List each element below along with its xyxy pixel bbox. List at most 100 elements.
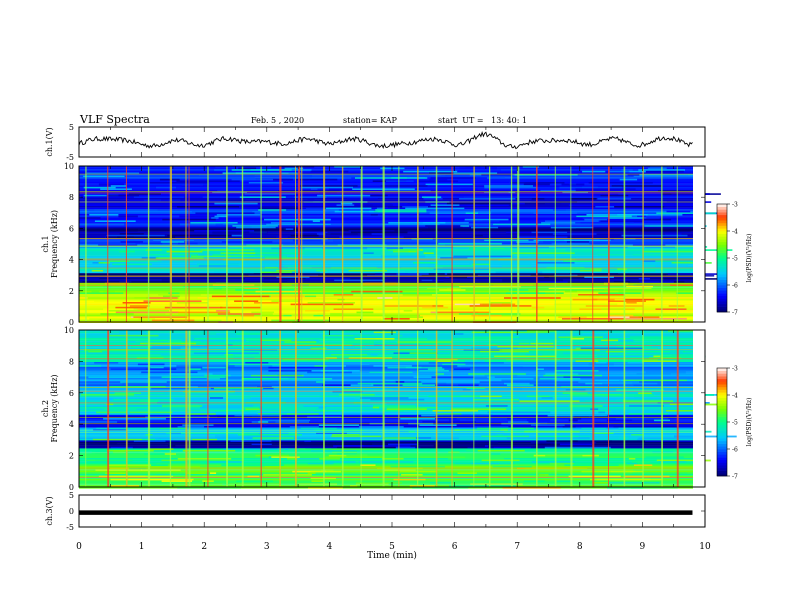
burst — [341, 330, 344, 487]
spectrum-speckle — [484, 186, 538, 189]
spectrum-speckle — [621, 234, 688, 237]
spectrum-speckle — [124, 223, 180, 226]
emission-line — [79, 173, 693, 175]
colorbar-tick-label: -7 — [732, 474, 738, 481]
spectrum-speckle — [385, 180, 414, 183]
spectrum-row — [79, 311, 693, 314]
spectrum-row — [79, 448, 693, 451]
spectrum-speckle — [143, 300, 202, 303]
spectrum-speckle — [544, 333, 583, 335]
spectrum-speckle — [376, 207, 383, 210]
spectrum-speckle — [427, 287, 461, 290]
station-label: station= KAP — [343, 116, 397, 125]
x-tick-label: 1 — [139, 542, 145, 552]
spectrum-speckle — [633, 175, 698, 178]
burst — [85, 166, 87, 322]
spectrum-row — [79, 302, 693, 304]
spectrum-row — [79, 341, 693, 343]
spectrum-speckle — [332, 434, 360, 436]
colorbar-cell — [717, 225, 727, 229]
spectrum-speckle — [582, 217, 609, 219]
spectrum-row — [79, 292, 693, 295]
spectrum-speckle — [523, 480, 545, 483]
spectrum-row — [79, 281, 693, 283]
spectrum-row — [79, 183, 693, 186]
spectrum-speckle — [460, 188, 478, 191]
spectrum-speckle — [408, 250, 417, 253]
spectrum-row — [79, 249, 693, 251]
spectrum-speckle — [399, 470, 437, 473]
spectrum-speckle — [195, 212, 255, 215]
spectrum-speckle — [191, 255, 254, 258]
spectrum-speckle — [456, 418, 508, 420]
spectrum-speckle — [429, 482, 451, 484]
spectrum-speckle — [348, 357, 393, 359]
spectrum-row — [79, 354, 693, 356]
colorbar-cell — [717, 392, 727, 396]
spectrum-speckle — [206, 378, 220, 380]
spectrum-speckle — [671, 355, 706, 358]
spectrum-speckle — [469, 247, 512, 250]
spectrum-speckle — [600, 194, 629, 197]
spectrum-row — [79, 386, 693, 388]
spectrum-speckle — [307, 180, 362, 183]
spectrum-row — [79, 421, 693, 423]
spectrum-speckle — [118, 215, 138, 218]
spectrum-speckle — [609, 440, 646, 443]
spectrum-row — [79, 379, 693, 382]
spectrum-speckle — [343, 341, 374, 343]
spectrum-speckle — [129, 411, 173, 414]
spectrum-speckle — [610, 470, 643, 473]
burst — [608, 166, 610, 322]
spectrum-speckle — [256, 289, 295, 291]
spectrum-speckle — [232, 225, 278, 227]
spectrum-speckle — [358, 461, 414, 463]
spectrum-speckle — [89, 318, 155, 320]
colorbar-cell — [717, 454, 727, 458]
spectrum-speckle — [526, 419, 551, 422]
spectrum-speckle — [558, 336, 603, 339]
spectrum-speckle — [526, 330, 556, 332]
spectrum-speckle — [435, 373, 444, 375]
burst — [417, 166, 419, 322]
y-tick-label: 6 — [69, 224, 74, 233]
spectrum-speckle — [418, 180, 459, 183]
spectrum-speckle — [374, 273, 408, 275]
spectrum-speckle — [565, 249, 572, 251]
spectrum-speckle — [275, 378, 333, 380]
spectrum-row — [79, 373, 693, 375]
spectrum-speckle — [644, 225, 707, 227]
spectrum-speckle — [579, 270, 602, 272]
spectrum-speckle — [246, 244, 283, 247]
burst — [451, 166, 453, 322]
spectrum-speckle — [539, 289, 605, 291]
spectrum-row — [79, 418, 693, 420]
spectrum-speckle — [382, 190, 431, 192]
spectrum-speckle — [538, 474, 545, 476]
spectrum-speckle — [161, 376, 226, 379]
spectrum-speckle — [506, 384, 534, 387]
spectrum-speckle — [584, 398, 607, 401]
spectrum-speckle — [496, 434, 503, 436]
spectrum-speckle — [413, 376, 436, 379]
spectrum-row — [79, 403, 693, 406]
spectrum-row — [79, 295, 693, 298]
spectrum-speckle — [229, 363, 282, 366]
spectrum-speckle — [448, 358, 512, 361]
spectrum-speckle — [244, 193, 296, 195]
blank-region — [693, 166, 705, 322]
spectrum-speckle — [360, 389, 421, 391]
spectrum-speckle — [323, 209, 339, 211]
spectrum-speckle — [430, 177, 476, 179]
spectrum-speckle — [670, 350, 684, 353]
spectrum-speckle — [288, 432, 298, 435]
colorbar-cell — [717, 298, 727, 302]
spectrum-speckle — [85, 442, 118, 444]
spectrum-speckle — [103, 290, 115, 293]
spectrum-speckle — [259, 419, 311, 422]
ch1-colorbar: -3 -4 -5 -6 -7 log(PSD)(V²/Hz) — [716, 202, 753, 317]
spectrum-speckle — [586, 214, 648, 216]
colorbar-cell — [717, 309, 727, 313]
spectrum-speckle — [621, 169, 633, 171]
colorbar-cell — [717, 258, 727, 261]
